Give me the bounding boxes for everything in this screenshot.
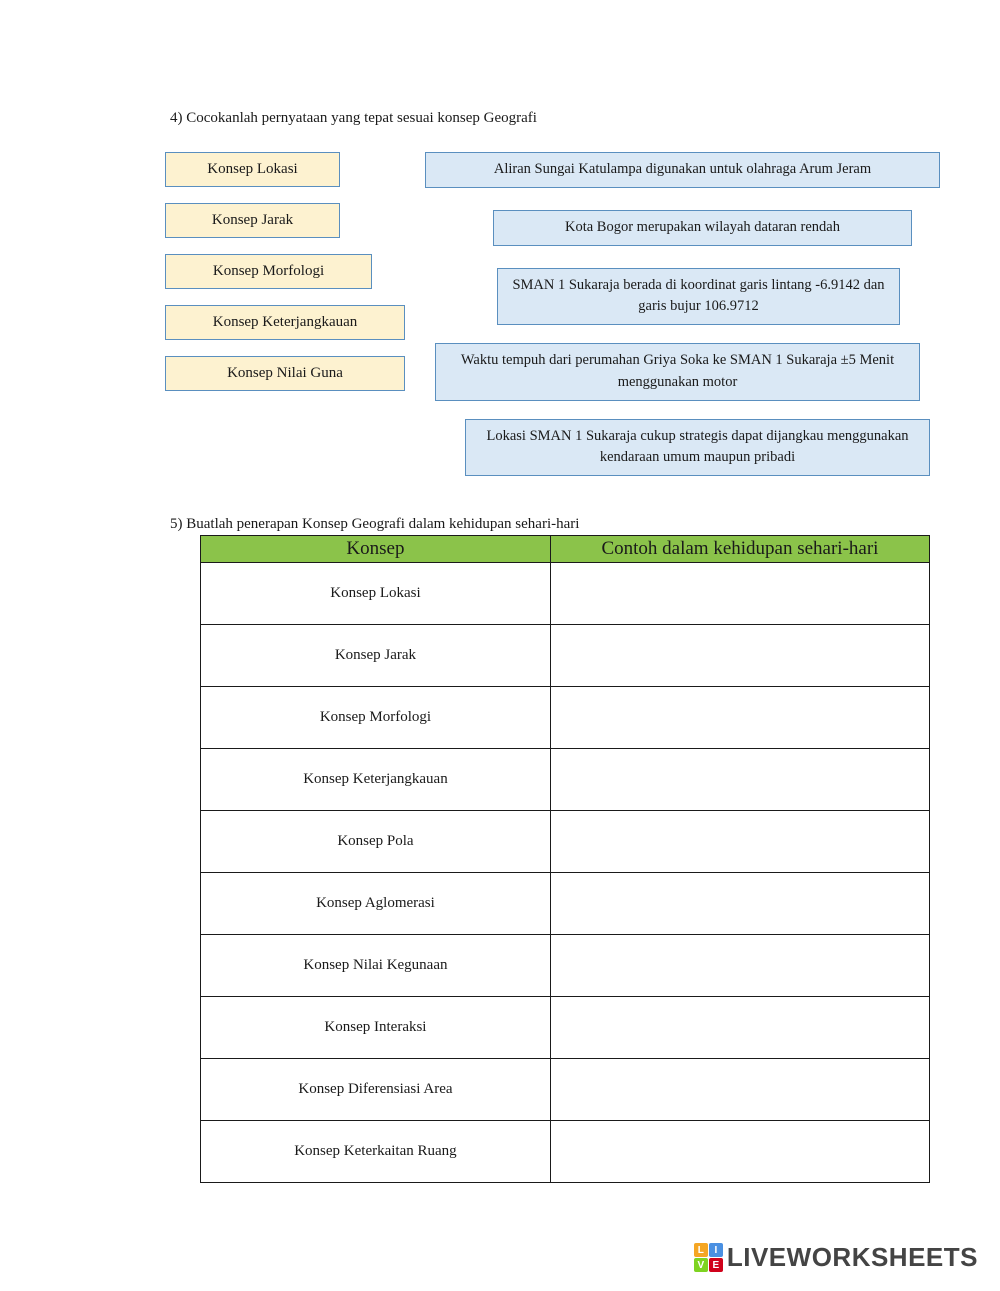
concept-box[interactable]: Konsep Morfologi <box>165 254 372 289</box>
table-row: Konsep Aglomerasi <box>201 873 930 935</box>
table-row: Konsep Morfologi <box>201 687 930 749</box>
concept-cell: Konsep Keterjangkauan <box>201 749 551 811</box>
concept-box[interactable]: Konsep Jarak <box>165 203 340 238</box>
matching-exercise: Konsep Lokasi Konsep Jarak Konsep Morfolog… <box>60 152 940 476</box>
watermark-cell: I <box>709 1243 723 1257</box>
concept-cell: Konsep Jarak <box>201 625 551 687</box>
answer-cell[interactable] <box>550 1121 929 1183</box>
answer-cell[interactable] <box>550 873 929 935</box>
worksheet-page: 4) Cocokanlah pernyataan yang tepat sesu… <box>0 0 1000 1183</box>
table-header-konsep: Konsep <box>201 536 551 563</box>
table-row: Konsep Interaksi <box>201 997 930 1059</box>
answer-cell[interactable] <box>550 997 929 1059</box>
liveworksheets-watermark: LIVE LIVEWORKSHEETS <box>694 1242 978 1273</box>
concept-cell: Konsep Keterkaitan Ruang <box>201 1121 551 1183</box>
answer-cell[interactable] <box>550 687 929 749</box>
statements-column: Aliran Sungai Katulampa digunakan untuk … <box>425 152 940 476</box>
statement-box[interactable]: SMAN 1 Sukaraja berada di koordinat gari… <box>497 268 900 326</box>
concept-box[interactable]: Konsep Lokasi <box>165 152 340 187</box>
table-row: Konsep Keterjangkauan <box>201 749 930 811</box>
table-row: Konsep Keterkaitan Ruang <box>201 1121 930 1183</box>
table-row: Konsep Diferensiasi Area <box>201 1059 930 1121</box>
q5-section: 5) Buatlah penerapan Konsep Geografi dal… <box>60 516 940 1183</box>
watermark-text: LIVEWORKSHEETS <box>727 1242 978 1273</box>
concept-box[interactable]: Konsep Keterjangkauan <box>165 305 405 340</box>
table-row: Konsep Pola <box>201 811 930 873</box>
concept-cell: Konsep Lokasi <box>201 563 551 625</box>
table-row: Konsep Jarak <box>201 625 930 687</box>
table-header-contoh: Contoh dalam kehidupan sehari-hari <box>550 536 929 563</box>
answer-cell[interactable] <box>550 563 929 625</box>
statement-box[interactable]: Aliran Sungai Katulampa digunakan untuk … <box>425 152 940 188</box>
concept-cell: Konsep Interaksi <box>201 997 551 1059</box>
concept-table: Konsep Contoh dalam kehidupan sehari-har… <box>200 535 930 1183</box>
answer-cell[interactable] <box>550 625 929 687</box>
answer-cell[interactable] <box>550 749 929 811</box>
concept-box[interactable]: Konsep Nilai Guna <box>165 356 405 391</box>
concept-cell: Konsep Nilai Kegunaan <box>201 935 551 997</box>
concepts-column: Konsep Lokasi Konsep Jarak Konsep Morfolog… <box>165 152 405 476</box>
table-row: Konsep Nilai Kegunaan <box>201 935 930 997</box>
q5-prompt: 5) Buatlah penerapan Konsep Geografi dal… <box>170 516 940 533</box>
table-row: Konsep Lokasi <box>201 563 930 625</box>
concept-cell: Konsep Aglomerasi <box>201 873 551 935</box>
answer-cell[interactable] <box>550 1059 929 1121</box>
answer-cell[interactable] <box>550 811 929 873</box>
watermark-cell: L <box>694 1243 708 1257</box>
watermark-logo: LIVE <box>694 1243 723 1272</box>
answer-cell[interactable] <box>550 935 929 997</box>
statement-box[interactable]: Waktu tempuh dari perumahan Griya Soka k… <box>435 343 920 401</box>
concept-cell: Konsep Diferensiasi Area <box>201 1059 551 1121</box>
concept-cell: Konsep Pola <box>201 811 551 873</box>
watermark-cell: V <box>694 1258 708 1272</box>
statement-box[interactable]: Kota Bogor merupakan wilayah dataran ren… <box>493 210 912 246</box>
statement-box[interactable]: Lokasi SMAN 1 Sukaraja cukup strategis d… <box>465 419 930 477</box>
q4-prompt: 4) Cocokanlah pernyataan yang tepat sesu… <box>170 110 940 127</box>
concept-cell: Konsep Morfologi <box>201 687 551 749</box>
watermark-cell: E <box>709 1258 723 1272</box>
